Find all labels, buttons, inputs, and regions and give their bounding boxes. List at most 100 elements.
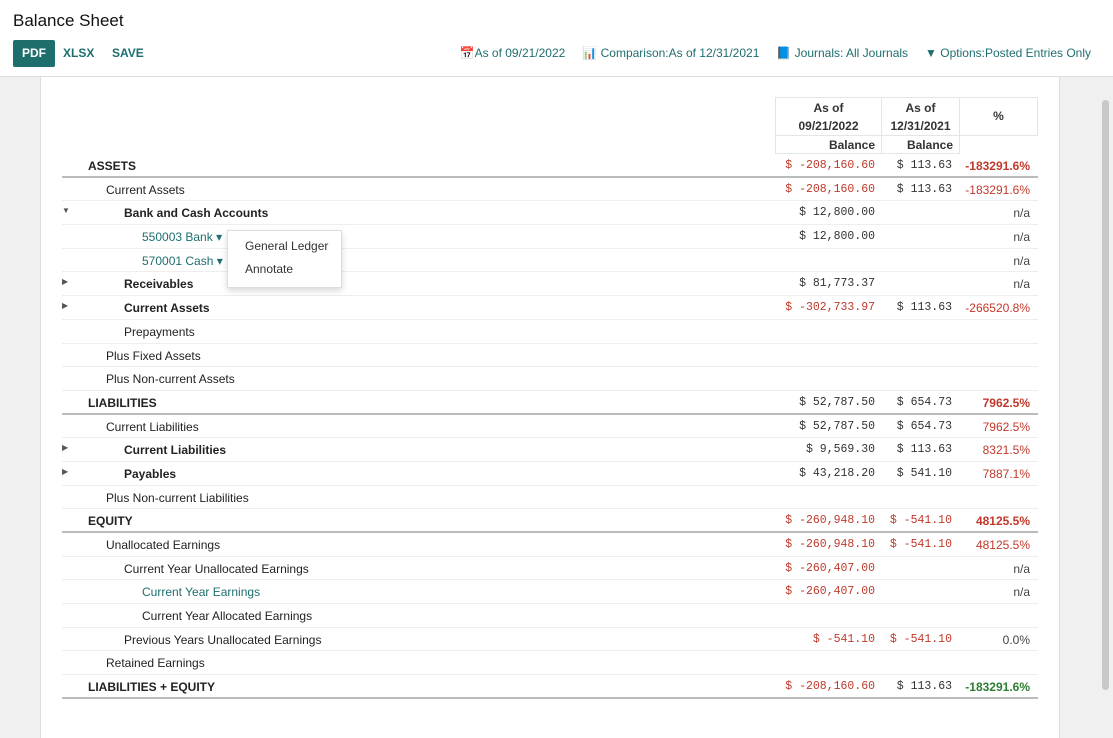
current-balance[interactable]: $ -208,160.60 xyxy=(785,680,875,694)
menu-item-annotate[interactable]: Annotate xyxy=(245,262,294,276)
row-label[interactable]: Payables xyxy=(124,466,177,481)
current-balance[interactable]: $ 52,787.50 xyxy=(799,395,875,409)
date-filter[interactable]: 📅As of 09/21/2022 xyxy=(459,46,566,60)
row-label[interactable]: Current Assets xyxy=(124,301,210,316)
table-row[interactable]: ▶ Payables $ 43,218.20 $ 541.10 7887.1% xyxy=(62,462,1038,486)
table-row[interactable]: Prepayments xyxy=(62,320,1038,344)
caret-down-icon[interactable]: ▼ xyxy=(62,206,70,216)
row-label[interactable]: Current Liabilities xyxy=(124,443,227,458)
comparison-filter[interactable]: 📊 Comparison:As of 12/31/2021 xyxy=(582,46,760,60)
report-rows: ASSETS $ -208,160.60 $ 113.63 -183291.6% Cur… xyxy=(62,154,1038,699)
table-row[interactable]: Unallocated Earnings $ -260,948.10 $ -541.… xyxy=(62,533,1038,557)
percent-change: 7962.5% xyxy=(982,419,1030,434)
current-balance[interactable]: $ 52,787.50 xyxy=(799,419,875,433)
current-balance[interactable]: $ 12,800.00 xyxy=(799,230,875,244)
table-row[interactable]: EQUITY $ -260,948.10 $ -541.10 48125.5% xyxy=(62,509,1038,533)
current-balance[interactable]: $ -208,160.60 xyxy=(785,182,875,196)
percent-change: n/a xyxy=(1013,230,1030,245)
table-row[interactable]: Current Year Earnings $ -260,407.00 n/a xyxy=(62,580,1038,605)
table-row[interactable]: LIABILITIES $ 52,787.50 $ 654.73 7962.5% xyxy=(62,391,1038,415)
control-panel: Balance Sheet PDF XLSX SAVE 📅As of 09/21… xyxy=(0,0,1113,77)
scrollbar[interactable] xyxy=(1102,100,1109,690)
caret-right-icon[interactable]: ▶ xyxy=(62,466,69,476)
current-balance[interactable]: $ -260,948.10 xyxy=(785,538,875,551)
current-balance[interactable]: $ -541.10 xyxy=(812,632,875,646)
percent-change: -183291.6% xyxy=(965,159,1030,173)
percent-change: n/a xyxy=(1013,585,1030,600)
table-row[interactable]: ASSETS $ -208,160.60 $ 113.63 -183291.6% xyxy=(62,154,1038,178)
current-balance[interactable]: $ -260,948.10 xyxy=(785,514,875,528)
col-percent: % xyxy=(959,97,1038,136)
row-label[interactable]: Current Year Earnings xyxy=(142,585,261,600)
table-row[interactable]: ▶ Current Liabilities $ 9,569.30 $ 113.63 83… xyxy=(62,438,1038,462)
comparison-balance[interactable]: $ -541.10 xyxy=(889,632,952,646)
pdf-button[interactable]: PDF xyxy=(13,40,55,67)
row-label: Previous Years Unallocated Earnings xyxy=(124,632,322,647)
options-filter[interactable]: ▼ Options:Posted Entries Only xyxy=(925,46,1091,60)
table-row[interactable]: Plus Non-current Liabilities xyxy=(62,486,1038,510)
caret-right-icon[interactable]: ▶ xyxy=(62,443,69,453)
current-balance[interactable]: $ -302,733.97 xyxy=(785,301,875,315)
current-balance[interactable]: $ 81,773.37 xyxy=(799,277,875,291)
percent-change: n/a xyxy=(1013,277,1030,292)
filters: 📅As of 09/21/2022 📊 Comparison:As of 12/… xyxy=(460,46,1091,60)
table-row[interactable]: Previous Years Unallocated Earnings $ -54… xyxy=(62,628,1038,652)
page-title: Balance Sheet xyxy=(13,11,124,30)
comparison-balance[interactable]: $ 113.63 xyxy=(896,301,952,315)
percent-change: 8321.5% xyxy=(982,443,1030,458)
table-row[interactable]: ▶ Receivables $ 81,773.37 n/a xyxy=(62,272,1038,297)
col-label: 12/31/2021 xyxy=(890,119,951,133)
col-label: As of xyxy=(813,101,844,115)
current-balance[interactable]: $ 9,569.30 xyxy=(805,443,875,457)
table-row[interactable]: Current Year Unallocated Earnings $ -260,… xyxy=(62,557,1038,581)
comparison-balance[interactable]: $ 113.63 xyxy=(896,680,952,694)
account-dropdown-menu: General Ledger Annotate xyxy=(227,230,342,288)
current-balance[interactable]: $ 12,800.00 xyxy=(799,206,875,220)
col-label: 09/21/2022 xyxy=(798,119,859,133)
menu-item-general-ledger[interactable]: General Ledger xyxy=(245,239,329,253)
row-label[interactable]: 570001 Cash ▾ xyxy=(142,253,223,268)
row-label: Current Liabilities xyxy=(106,419,199,434)
table-row[interactable]: Plus Non-current Assets xyxy=(62,367,1038,391)
percent-change: 7887.1% xyxy=(982,466,1030,481)
comparison-balance[interactable]: $ 113.63 xyxy=(896,159,952,172)
table-row[interactable]: Current Year Allocated Earnings xyxy=(62,604,1038,628)
table-row[interactable]: Retained Earnings xyxy=(62,651,1038,676)
journals-filter[interactable]: 📘 Journals: All Journals xyxy=(776,46,909,60)
save-button[interactable]: SAVE xyxy=(112,46,144,60)
current-balance[interactable]: $ -260,407.00 xyxy=(785,561,875,575)
table-row[interactable]: Current Assets $ -208,160.60 $ 113.63 -1832… xyxy=(62,178,1038,202)
table-row[interactable]: ▼ Bank and Cash Accounts $ 12,800.00 n/a xyxy=(62,201,1038,226)
comparison-balance[interactable]: $ 654.73 xyxy=(896,419,952,433)
percent-change: n/a xyxy=(1013,206,1030,221)
current-balance[interactable]: $ -208,160.60 xyxy=(785,159,875,172)
row-label: Plus Non-current Assets xyxy=(106,372,235,387)
current-balance[interactable]: $ 43,218.20 xyxy=(799,466,875,480)
row-label[interactable]: 550003 Bank ▾ xyxy=(142,230,223,245)
comparison-balance[interactable]: $ -541.10 xyxy=(889,538,952,551)
comparison-balance[interactable]: $ -541.10 xyxy=(889,514,952,528)
table-row[interactable]: ▶ Current Assets $ -302,733.97 $ 113.63 -266… xyxy=(62,296,1038,320)
xlsx-button[interactable]: XLSX xyxy=(63,46,95,60)
col-balance: Balance xyxy=(881,135,960,154)
current-balance[interactable]: $ -260,407.00 xyxy=(785,585,875,599)
col-comparison-date: As of 12/31/2021 xyxy=(881,97,960,136)
table-row[interactable]: 550003 Bank ▾ $ 12,800.00 n/a xyxy=(62,225,1038,249)
table-row[interactable]: Current Liabilities $ 52,787.50 $ 654.73 79… xyxy=(62,415,1038,439)
comparison-balance[interactable]: $ 654.73 xyxy=(896,395,952,409)
caret-right-icon[interactable]: ▶ xyxy=(62,277,69,287)
row-label: Current Year Unallocated Earnings xyxy=(124,561,309,576)
row-label: LIABILITIES xyxy=(88,395,157,410)
row-label: Plus Fixed Assets xyxy=(106,348,201,363)
comparison-balance[interactable]: $ 113.63 xyxy=(896,443,952,457)
caret-right-icon[interactable]: ▶ xyxy=(62,301,69,311)
table-row[interactable]: LIABILITIES + EQUITY $ -208,160.60 $ 113.6… xyxy=(62,675,1038,699)
table-row[interactable]: 570001 Cash ▾ n/a xyxy=(62,249,1038,273)
percent-change: -266520.8% xyxy=(965,301,1030,316)
comparison-balance[interactable]: $ 113.63 xyxy=(896,182,952,196)
row-label[interactable]: Receivables xyxy=(124,277,194,292)
row-label[interactable]: Bank and Cash Accounts xyxy=(124,206,269,221)
table-row[interactable]: Plus Fixed Assets xyxy=(62,344,1038,368)
percent-change: -183291.6% xyxy=(965,680,1030,695)
comparison-balance[interactable]: $ 541.10 xyxy=(896,466,952,480)
